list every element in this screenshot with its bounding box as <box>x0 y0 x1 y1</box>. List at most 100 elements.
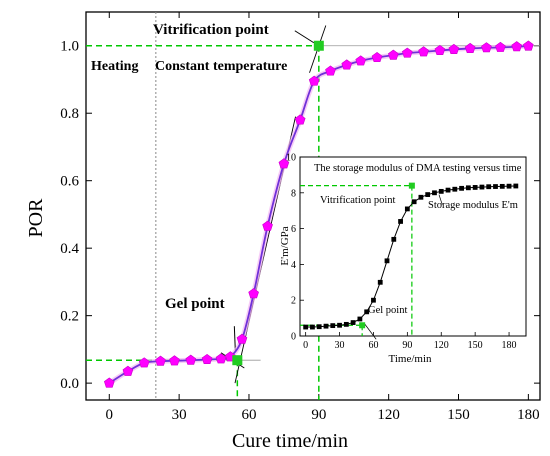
main-series-point <box>103 377 115 388</box>
main-y-axis-label: POR <box>25 198 47 238</box>
inset-series-point <box>330 323 336 329</box>
inset-x-tick-label: 120 <box>434 340 449 351</box>
main-series-point <box>138 357 150 368</box>
inset-series-point <box>459 185 464 191</box>
main-series-point <box>308 75 320 86</box>
main-x-tick-label: 30 <box>172 407 187 423</box>
inset-plot: 0 30 60 90 120 150 180 0 2 4 6 8 10 The storage modu… <box>279 153 527 365</box>
inset-series-point <box>310 324 315 330</box>
main-series-point <box>294 114 306 125</box>
inset-annotation-gel-point: Gel point <box>368 305 407 316</box>
main-series-point <box>236 333 248 344</box>
inset-title: The storage modulus of DMA testing versu… <box>314 163 522 174</box>
main-x-axis-label: Cure time/min <box>232 430 348 452</box>
main-series-point <box>185 354 197 365</box>
inset-y-tick-label: 10 <box>286 153 296 164</box>
inset-gel-leader <box>363 323 377 340</box>
main-series-point <box>371 51 383 63</box>
main-series-point <box>201 353 213 365</box>
main-series-point <box>341 59 353 70</box>
inset-series-point <box>404 206 410 212</box>
inset-x-tick-label: 150 <box>468 340 483 351</box>
main-series-point <box>511 41 523 52</box>
gel-arrow <box>233 326 236 352</box>
inset-series-point <box>479 184 485 190</box>
inset-ticks: 0 30 60 90 120 150 180 0 2 4 6 8 10 <box>286 153 517 352</box>
main-x-tick-label: 120 <box>377 407 400 423</box>
inset-series-point <box>350 320 356 325</box>
main-series <box>103 40 534 388</box>
main-x-tick-label: 0 <box>106 407 114 423</box>
inset-y-tick-label: 2 <box>291 296 296 307</box>
main-series-point <box>262 220 273 231</box>
inset-series-point <box>513 183 519 189</box>
inset-x-tick-label: 0 <box>303 340 308 351</box>
main-series-point <box>248 288 259 299</box>
vitrification-point-marker <box>313 40 324 51</box>
inset-series-point <box>384 258 390 264</box>
inset-y-tick-label: 0 <box>291 332 296 343</box>
inset-vitrification-point-marker <box>408 182 415 189</box>
inset-y-tick-label: 8 <box>291 188 296 199</box>
inset-texts: The storage modulus of DMA testing versu… <box>279 163 522 365</box>
main-y-tick-label: 0.2 <box>60 309 79 325</box>
inset-series-point <box>438 188 444 194</box>
main-x-tick-label: 90 <box>311 407 326 423</box>
annotation-vitrification: Vitrification point <box>153 22 269 38</box>
main-series-point <box>434 44 446 55</box>
inset-series-point <box>432 190 437 196</box>
inset-series-point <box>398 219 403 224</box>
main-series-point <box>464 42 476 53</box>
annotation-gel-point: Gel point <box>165 296 225 312</box>
main-series-point <box>122 365 134 376</box>
inset-series-point <box>391 236 397 242</box>
main-y-tick-label: 1.0 <box>60 39 79 55</box>
inset-series-point <box>486 184 492 190</box>
annotation-constant-temperature: Constant temperature <box>155 59 287 74</box>
inset-y-tick-label: 6 <box>291 224 296 235</box>
main-series-point <box>278 158 290 169</box>
main-series-point <box>523 40 534 51</box>
main-y-tick-label: 0.0 <box>60 376 79 392</box>
inset-gel-point-marker <box>359 322 366 329</box>
inset-series-point <box>418 194 424 200</box>
inset-series-point <box>316 324 322 330</box>
inset-x-tick-label: 90 <box>402 340 412 351</box>
inset-x-tick-label: 30 <box>335 340 345 351</box>
annotation-heating: Heating <box>91 59 138 74</box>
main-y-tick-label: 0.6 <box>60 174 79 190</box>
inset-series-point <box>506 183 512 189</box>
main-x-tick-label: 180 <box>517 407 540 423</box>
main-series-point <box>388 49 399 60</box>
main-series-point <box>169 355 180 366</box>
main-series-point <box>215 353 227 364</box>
main-series-point <box>155 355 166 366</box>
inset-series-point <box>445 187 451 193</box>
main-x-tick-label: 60 <box>241 407 256 423</box>
inset-annotation-storage-modulus: Storage modulus E'm <box>428 200 518 211</box>
inset-series-point <box>377 279 383 285</box>
main-series-point <box>418 46 429 57</box>
main-x-tick-label: 150 <box>447 407 470 423</box>
inset-series-point <box>411 199 417 205</box>
inset-series-point <box>337 322 342 328</box>
main-series-point <box>448 43 460 54</box>
main-plot-frame <box>85 11 541 401</box>
inset-y-tick-label: 4 <box>291 260 296 271</box>
inset-y-axis-label: E'm/GPa <box>279 226 291 265</box>
inset-series-point <box>343 321 349 327</box>
inset-series-point <box>364 309 370 315</box>
inset-series-point <box>303 324 309 330</box>
inset-series-point <box>425 192 431 197</box>
inset-series <box>303 182 519 330</box>
main-y-tick-label: 0.4 <box>60 241 79 257</box>
inset-x-tick-label: 60 <box>368 340 378 351</box>
inset-series-point <box>452 186 458 192</box>
main-series-point <box>325 65 336 76</box>
main-y-tick-label: 0.8 <box>60 106 79 122</box>
main-series-point <box>401 47 413 58</box>
inset-series-point <box>323 323 329 329</box>
